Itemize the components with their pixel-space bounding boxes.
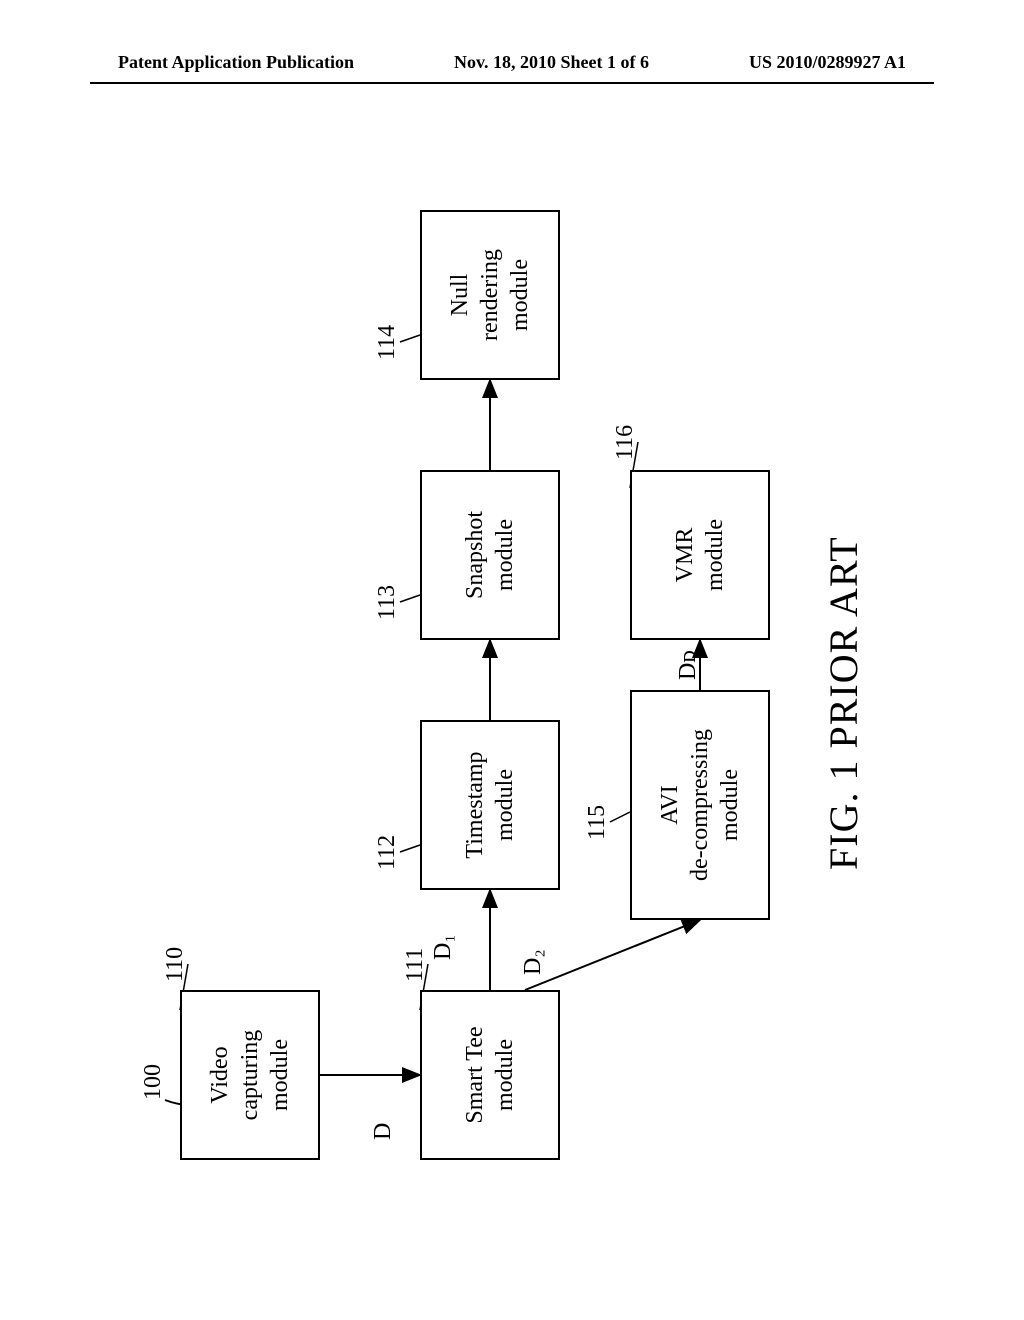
edge-smarttee-avidec [525, 920, 700, 990]
header-right: US 2010/0289927 A1 [749, 52, 906, 73]
node-avidec: AVIde-compressingmodule [630, 690, 770, 920]
figure-caption: FIG. 1 PRIOR ART [820, 536, 867, 870]
node-timestamp: Timestampmodule [420, 720, 560, 890]
refline-avidec [610, 812, 630, 822]
node-snapshot: Snapshotmodule [420, 470, 560, 640]
node-video: Videocapturingmodule [180, 990, 320, 1160]
refline-timestamp [400, 845, 420, 852]
page-header: Patent Application Publication Nov. 18, … [0, 52, 1024, 73]
diagram-area: 100DD₁D₂Dᴅ110111112113114115116Videocapt… [100, 140, 920, 1200]
header-left: Patent Application Publication [118, 52, 354, 73]
diagram-canvas: 100DD₁D₂Dᴅ110111112113114115116Videocapt… [120, 140, 900, 1200]
node-vmr: VMRmodule [630, 470, 770, 640]
refline-snapshot [400, 595, 420, 602]
page: Patent Application Publication Nov. 18, … [0, 0, 1024, 1320]
refline-nullrend [400, 335, 420, 342]
node-smarttee: Smart Teemodule [420, 990, 560, 1160]
node-nullrend: Nullrenderingmodule [420, 210, 560, 380]
header-rule [90, 82, 934, 84]
header-center: Nov. 18, 2010 Sheet 1 of 6 [454, 52, 649, 73]
